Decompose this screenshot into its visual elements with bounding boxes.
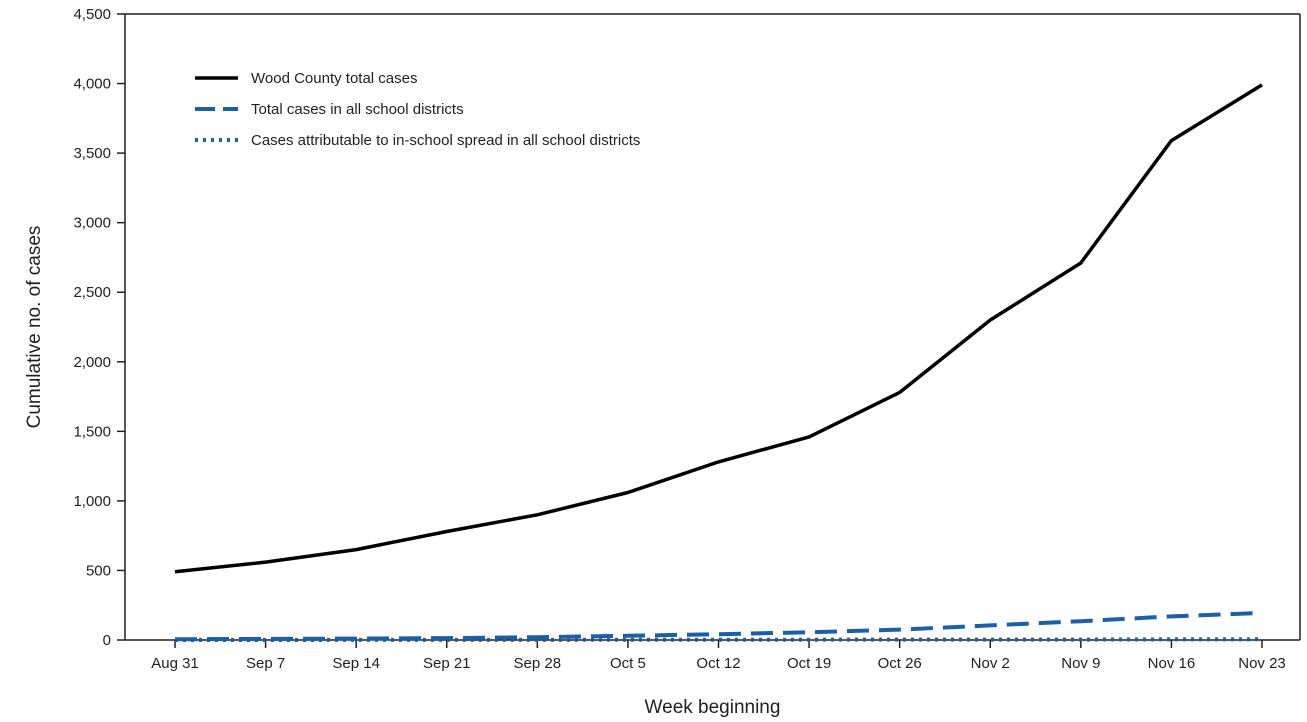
series-line-2 — [174, 610, 1263, 642]
x-tick-label: Oct 26 — [878, 655, 922, 672]
y-tick-label: 3,000 — [73, 215, 111, 232]
x-tick-label: Nov 2 — [971, 655, 1010, 672]
y-tick-label: 1,000 — [73, 493, 111, 510]
series-layer — [174, 83, 1263, 642]
y-tick-label: 3,500 — [73, 145, 111, 162]
x-tick-label: Oct 12 — [696, 655, 740, 672]
plot-area: 0 500 1,000 1,500 2,000 2,500 3,000 3,500 4,000 4… — [73, 6, 1301, 672]
y-axis: 0 500 1,000 1,500 2,000 2,500 3,000 3,500 4,000 4… — [73, 6, 125, 649]
legend-label-1: Wood County total cases — [251, 70, 417, 87]
y-tick-label: 4,500 — [73, 6, 111, 23]
y-tick-label: 2,000 — [73, 354, 111, 371]
x-tick-label: Oct 5 — [610, 655, 646, 672]
legend: Wood County total cases Total cases in al… — [195, 70, 640, 149]
series-line-1 — [174, 83, 1263, 574]
x-tick-label: Sep 21 — [423, 655, 471, 672]
x-tick-label: Sep 7 — [246, 655, 285, 672]
series-line-3 — [175, 637, 1263, 642]
y-tick-label: 1,500 — [73, 423, 111, 440]
y-tick-label: 500 — [86, 562, 111, 579]
y-axis-title: Cumulative no. of cases — [24, 226, 45, 429]
y-tick-label: 0 — [103, 632, 111, 649]
x-tick-label: Nov 16 — [1148, 655, 1196, 672]
x-tick-label: Aug 31 — [151, 655, 199, 672]
y-tick-label: 2,500 — [73, 284, 111, 301]
legend-label-2: Total cases in all school districts — [251, 101, 464, 118]
x-axis-title: Week beginning — [645, 697, 781, 718]
x-tick-label: Oct 19 — [787, 655, 831, 672]
legend-label-3: Cases attributable to in-school spread i… — [251, 132, 640, 149]
x-axis: Aug 31 Sep 7 Sep 14 Sep 21 Sep 28 Oct 5 Oct 12… — [151, 640, 1286, 672]
x-tick-label: Nov 9 — [1061, 655, 1100, 672]
x-tick-label: Sep 14 — [332, 655, 380, 672]
y-tick-label: 4,000 — [73, 76, 111, 93]
x-tick-label: Nov 23 — [1238, 655, 1286, 672]
x-tick-label: Sep 28 — [514, 655, 562, 672]
